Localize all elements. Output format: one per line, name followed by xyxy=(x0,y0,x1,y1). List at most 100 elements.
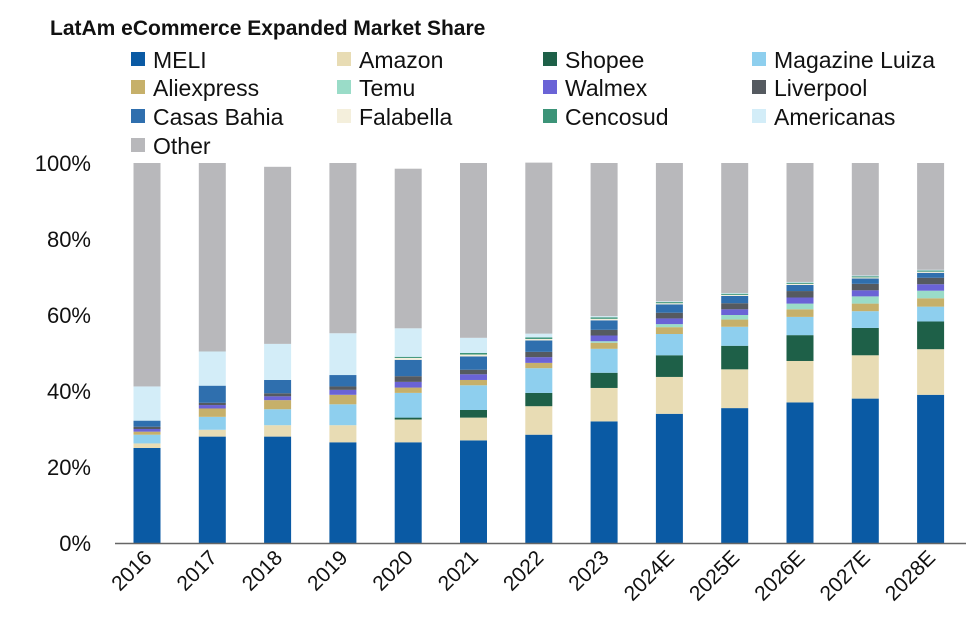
bar-segment-2019-magazine-luiza xyxy=(329,404,357,426)
chart-title: LatAm eCommerce Expanded Market Share xyxy=(50,17,485,40)
legend-swatch-temu xyxy=(337,80,351,94)
bar-segment-2018-liverpool xyxy=(264,393,292,397)
bar-segment-2025e-amazon xyxy=(721,369,749,409)
bar-segment-2028e-casas-bahia xyxy=(917,272,945,278)
legend-swatch-aliexpress xyxy=(131,80,145,94)
bar-segment-2023-americanas xyxy=(590,316,618,318)
bar-segment-2024e-walmex xyxy=(655,318,683,325)
bar-segment-2021-cencosud xyxy=(460,353,487,355)
x-tick-label-2019: 2019 xyxy=(303,546,352,595)
x-tick-label-2027e: 2027E xyxy=(816,546,875,605)
legend-swatch-meli xyxy=(131,52,145,66)
legend-swatch-walmex xyxy=(543,80,557,94)
x-tick-label-2020: 2020 xyxy=(368,546,417,595)
bar-segment-2016-magazine-luiza xyxy=(133,434,161,444)
bar-segment-2022-liverpool xyxy=(525,351,553,358)
bars xyxy=(133,162,945,543)
x-tick-label-2021: 2021 xyxy=(434,546,483,595)
legend-swatch-liverpool xyxy=(752,80,766,94)
bar-segment-2019-walmex xyxy=(329,389,357,395)
bar-segment-2028e-amazon xyxy=(917,349,945,395)
bar-segment-2022-magazine-luiza xyxy=(525,368,553,393)
bar-stack-2016 xyxy=(133,163,161,543)
bar-segment-2023-temu xyxy=(590,341,618,343)
bar-segment-2023-amazon xyxy=(590,387,618,422)
bar-segment-2024e-meli xyxy=(655,413,683,543)
legend-label-cencosud: Cencosud xyxy=(565,104,669,130)
bar-segment-2023-shopee xyxy=(590,372,618,388)
bar-segment-2026e-aliexpress xyxy=(786,309,814,317)
bar-segment-2027e-temu xyxy=(851,296,879,304)
bar-segment-2028e-other xyxy=(917,163,945,270)
bar-segment-2025e-cencosud xyxy=(721,293,749,295)
bar-segment-2026e-temu xyxy=(786,303,814,310)
bar-segment-2026e-walmex xyxy=(786,297,814,304)
y-tick-label-60: 60% xyxy=(47,303,91,328)
bar-segment-2017-amazon xyxy=(198,429,226,437)
bar-segment-2022-aliexpress xyxy=(525,362,553,369)
bar-stack-2018 xyxy=(264,166,292,543)
bar-segment-2022-other xyxy=(525,162,553,334)
bar-segment-2027e-magazine-luiza xyxy=(851,311,879,328)
legend-item-aliexpress: Aliexpress xyxy=(131,75,259,101)
x-tick-label-2028e: 2028E xyxy=(881,546,940,605)
bar-segment-2028e-shopee xyxy=(917,321,945,350)
bar-segment-2025e-shopee xyxy=(721,345,749,370)
bar-segment-2023-liverpool xyxy=(590,329,618,336)
bar-segment-2020-meli xyxy=(394,442,422,543)
bar-segment-2026e-falabella xyxy=(786,283,814,285)
bar-segment-2027e-other xyxy=(851,163,879,276)
bar-segment-2026e-other xyxy=(786,163,814,282)
x-tick-label-2018: 2018 xyxy=(238,546,287,595)
bar-segment-2022-walmex xyxy=(525,357,553,363)
legend-label-casas-bahia: Casas Bahia xyxy=(153,104,284,130)
bar-segment-2028e-temu xyxy=(917,290,945,299)
legend: MELI Amazon Shopee Magazine Luiza Aliexpress… xyxy=(131,47,935,159)
bar-segment-2027e-casas-bahia xyxy=(851,278,879,284)
bar-segment-2022-casas-bahia xyxy=(525,340,553,352)
bar-segment-2023-aliexpress xyxy=(590,342,618,349)
bar-segment-2020-magazine-luiza xyxy=(394,392,422,418)
bar-segment-2021-other xyxy=(460,163,487,338)
bar-segment-2028e-magazine-luiza xyxy=(917,306,945,322)
bar-segment-2025e-falabella xyxy=(721,294,749,296)
legend-item-magazine-luiza: Magazine Luiza xyxy=(752,47,935,73)
bar-segment-2024e-liverpool xyxy=(655,312,683,319)
bar-segment-2017-liverpool xyxy=(198,402,226,406)
bar-segment-2017-magazine-luiza xyxy=(198,416,226,430)
legend-swatch-casas-bahia xyxy=(131,109,145,123)
y-tick-label-100: 100% xyxy=(35,151,91,176)
bar-segment-2024e-cencosud xyxy=(655,302,683,304)
legend-swatch-cencosud xyxy=(543,109,557,123)
bar-segment-2019-meli xyxy=(329,442,357,543)
legend-item-liverpool: Liverpool xyxy=(752,75,867,101)
bar-stack-2025e xyxy=(721,163,749,543)
bar-segment-2024e-falabella xyxy=(655,303,683,305)
bar-segment-2025e-meli xyxy=(721,408,749,543)
bar-segment-2019-other xyxy=(329,163,357,334)
bar-segment-2021-amazon xyxy=(460,417,487,441)
legend-swatch-americanas xyxy=(752,109,766,123)
legend-label-aliexpress: Aliexpress xyxy=(153,75,259,101)
bar-segment-2028e-cencosud xyxy=(917,270,945,272)
bar-segment-2017-casas-bahia xyxy=(198,385,226,403)
y-tick-label-40: 40% xyxy=(47,379,91,404)
bar-segment-2024e-amazon xyxy=(655,376,683,414)
legend-label-americanas: Americanas xyxy=(774,104,895,130)
bar-segment-2021-americanas xyxy=(460,337,487,353)
bar-segment-2018-magazine-luiza xyxy=(264,409,292,426)
bar-segment-2025e-other xyxy=(721,163,749,293)
bar-segment-2016-aliexpress xyxy=(133,431,161,435)
bar-segment-2025e-casas-bahia xyxy=(721,296,749,304)
bar-segment-2025e-aliexpress xyxy=(721,319,749,327)
bar-segment-2028e-falabella xyxy=(917,271,945,273)
bar-segment-2021-casas-bahia xyxy=(460,356,487,370)
bar-stack-2020 xyxy=(394,168,422,543)
bar-segment-2018-aliexpress xyxy=(264,400,292,410)
bar-segment-2016-liverpool xyxy=(133,426,161,429)
bar-segment-2020-casas-bahia xyxy=(394,359,422,377)
bar-segment-2024e-magazine-luiza xyxy=(655,334,683,356)
bar-segment-2020-other xyxy=(394,168,422,329)
bar-segment-2026e-magazine-luiza xyxy=(786,316,814,336)
legend-label-temu: Temu xyxy=(359,75,415,101)
